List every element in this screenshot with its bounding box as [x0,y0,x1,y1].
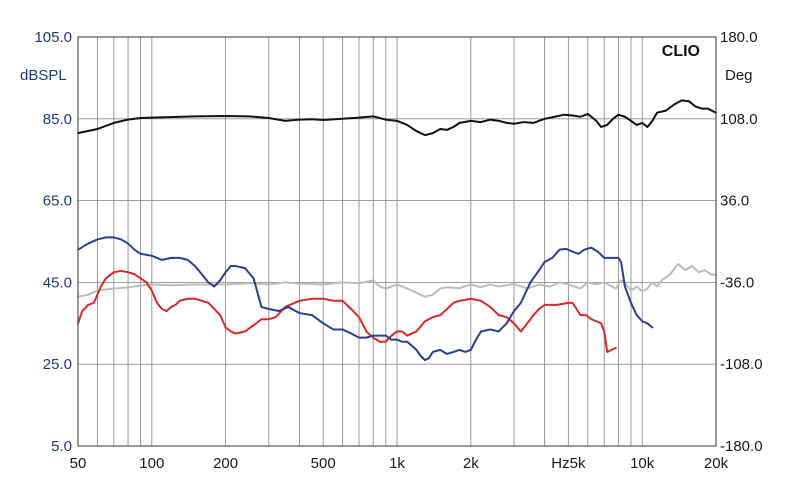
left-axis-ticks: 105.0 85.0 65.0 45.0 25.0 5.0 [34,29,72,455]
left-tick-label: 105.0 [34,29,72,46]
x-tick-label: 1k [389,455,405,472]
series-line-1 [77,99,717,137]
brand-label: CLIO [662,43,700,60]
x-tick-label: Hz5k [551,455,586,472]
plot-frame [77,36,717,447]
left-tick-label: 5.0 [51,438,72,455]
right-tick-label: -36.0 [720,274,754,291]
left-axis-label: dBSPL [20,67,67,84]
series-line-2 [77,236,654,362]
x-tick-label: 20k [704,455,729,472]
left-tick-label: 45.0 [43,274,72,291]
x-tick-label: 100 [139,455,164,472]
x-tick-label: 10k [630,455,655,472]
right-tick-label: 108.0 [720,111,758,128]
left-tick-label: 65.0 [43,193,72,210]
right-tick-label: -108.0 [720,356,763,373]
right-axis-ticks: 180.0 108.0 36.0 -36.0 -108.0 -180.0 [720,29,763,455]
x-tick-label: 500 [311,455,336,472]
right-tick-label: 180.0 [720,29,758,46]
x-tick-label: 50 [70,455,87,472]
series-lines [77,99,717,362]
left-tick-label: 85.0 [43,111,72,128]
series-line-3 [77,269,617,353]
right-tick-label: 36.0 [720,193,749,210]
x-tick-label: 200 [213,455,238,472]
right-axis-label: Deg [725,67,753,84]
x-tick-label: 2k [463,455,479,472]
right-tick-label: -180.0 [720,438,763,455]
left-tick-label: 25.0 [43,356,72,373]
x-axis-ticks: 50 100 200 500 1k 2k Hz5k 10k 20k [70,455,729,472]
